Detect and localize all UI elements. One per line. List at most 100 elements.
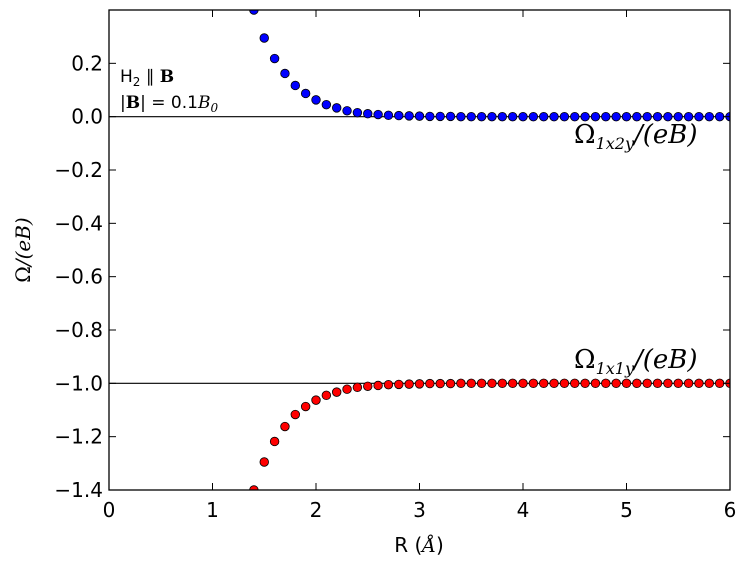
annotation: H2 ∥ B |B| = 0.1B0 xyxy=(120,67,218,115)
red-data-point xyxy=(321,390,332,401)
y-tick-label: 0.0 xyxy=(71,105,103,129)
blue-data-point xyxy=(663,111,673,122)
red-data-point xyxy=(611,378,621,389)
red-data-point xyxy=(642,378,652,389)
red-data-point xyxy=(570,378,580,389)
red-data-point xyxy=(497,378,508,389)
blue-data-point xyxy=(518,111,528,122)
red-data-point xyxy=(290,409,301,420)
annotation-line-2: |B| = 0.1B0 xyxy=(120,93,218,115)
blue-data-point xyxy=(425,111,435,122)
blue-data-point xyxy=(601,111,611,122)
x-axis-label: R (Å) xyxy=(394,533,444,557)
red-data-point xyxy=(280,421,290,432)
x-tick-label: 0 xyxy=(103,498,116,522)
blue-data-point xyxy=(311,95,321,105)
red-data-point xyxy=(663,378,673,389)
blue-data-point xyxy=(507,111,518,122)
red-data-point xyxy=(683,378,694,389)
red-data-point xyxy=(269,436,280,447)
red-data-point xyxy=(425,378,435,389)
red-data-point xyxy=(694,378,704,389)
blue-data-point xyxy=(404,111,414,121)
blue-data-point xyxy=(466,111,476,122)
blue-data-point xyxy=(683,111,694,122)
blue-data-point xyxy=(373,109,383,120)
red-data-point xyxy=(590,378,601,389)
red-data-point xyxy=(456,378,466,389)
blue-data-point xyxy=(539,111,549,122)
red-data-point xyxy=(300,401,311,412)
blue-data-point xyxy=(714,111,725,122)
blue-data-point xyxy=(445,111,456,122)
blue-data-point xyxy=(456,111,466,122)
red-data-point xyxy=(476,378,487,389)
y-tick-label: 0.2 xyxy=(71,51,103,75)
blue-data-point xyxy=(476,111,487,122)
blue-data-point xyxy=(290,80,301,91)
blue-data-point xyxy=(580,111,590,122)
blue-data-point xyxy=(652,111,663,122)
red-data-point xyxy=(394,379,404,390)
x-tick-label: 5 xyxy=(620,498,633,522)
red-data-point xyxy=(580,378,590,389)
red-data-point xyxy=(383,379,394,390)
red-data-point xyxy=(673,378,683,389)
reference-lines xyxy=(109,116,730,384)
axis-ticks xyxy=(108,10,731,491)
blue-data-point xyxy=(435,111,445,122)
blue-data-point xyxy=(352,107,363,118)
red-data-point xyxy=(332,387,342,397)
blue-data-point xyxy=(559,111,570,122)
blue-data-point xyxy=(590,111,601,122)
red-data-point xyxy=(549,378,559,389)
blue-data-point xyxy=(673,111,683,122)
y-tick-label: −1.4 xyxy=(54,478,103,502)
data-points xyxy=(249,10,730,490)
y-tick-label: −0.8 xyxy=(54,318,103,342)
blue-data-point xyxy=(611,111,621,122)
blue-data-point xyxy=(383,110,394,121)
y-axis-label: Ω/(eB) xyxy=(11,217,35,282)
red-data-point xyxy=(559,378,570,389)
red-data-point xyxy=(363,381,373,391)
red-data-point xyxy=(539,378,549,389)
red-data-point xyxy=(487,378,497,389)
red-data-point xyxy=(466,378,476,389)
red-data-point xyxy=(435,378,445,389)
y-tick-label: −0.4 xyxy=(54,211,103,235)
red-data-point xyxy=(518,378,528,389)
red-data-point xyxy=(507,378,518,389)
blue-data-point xyxy=(487,111,497,122)
y-tick-label: −0.6 xyxy=(54,265,103,289)
blue-data-point xyxy=(269,53,280,64)
red-data-point xyxy=(414,379,425,389)
blue-data-point xyxy=(342,106,352,116)
red-data-point xyxy=(528,378,539,389)
blue-data-point xyxy=(528,111,539,122)
blue-data-point xyxy=(497,111,508,122)
red-data-point xyxy=(652,378,663,389)
x-tick-label: 6 xyxy=(724,498,737,522)
red-data-point xyxy=(445,378,456,389)
series-label-red: Ω1x1y/(eB) xyxy=(574,345,698,378)
blue-data-point xyxy=(704,111,715,122)
blue-data-point xyxy=(694,111,704,122)
red-data-point xyxy=(373,380,383,391)
tick-labels: 0 1 2 3 4 5 6 −1.4 −1.2 −1.0 −0.8 −0.6 −0.4 −0.2 0.0 0.… xyxy=(54,51,736,522)
blue-data-point xyxy=(414,111,425,121)
blue-data-point xyxy=(363,109,373,119)
red-data-point xyxy=(249,485,259,490)
red-data-point xyxy=(311,395,321,405)
series-label-blue: Ω1x2y/(eB) xyxy=(574,120,698,153)
blue-data-point xyxy=(549,111,559,122)
y-tick-label: −0.2 xyxy=(54,158,103,182)
red-data-point xyxy=(632,378,642,389)
x-tick-label: 4 xyxy=(517,498,530,522)
blue-data-point xyxy=(632,111,642,122)
blue-data-point xyxy=(259,33,269,43)
red-data-point xyxy=(342,384,352,394)
red-data-point xyxy=(404,379,414,389)
x-tick-label: 1 xyxy=(206,498,219,522)
annotation-line-1: H2 ∥ B xyxy=(120,67,174,89)
